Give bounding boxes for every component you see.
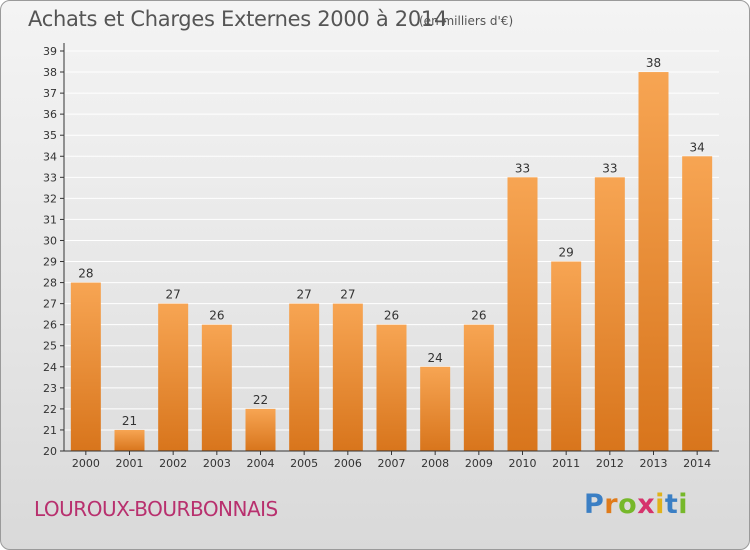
bar	[594, 177, 625, 451]
logo-letter: o	[618, 489, 638, 520]
y-tick-label: 35	[43, 129, 57, 142]
x-tick-label: 2014	[683, 457, 711, 470]
x-tick-label: 2003	[203, 457, 231, 470]
bar	[551, 261, 582, 451]
data-label: 29	[559, 246, 574, 260]
logo-letter: i	[678, 489, 689, 520]
y-tick-label: 23	[43, 382, 57, 395]
data-label: 21	[122, 414, 137, 428]
bar	[114, 429, 145, 451]
x-tick-label: 2008	[421, 457, 449, 470]
data-label: 33	[515, 161, 530, 175]
bar	[332, 303, 363, 451]
y-tick-label: 33	[43, 171, 57, 184]
bar	[376, 324, 407, 451]
logo-letter: x	[637, 489, 656, 520]
bar	[245, 408, 276, 451]
y-tick-label: 31	[43, 213, 57, 226]
y-tick-label: 37	[43, 87, 57, 100]
bar	[507, 177, 538, 451]
data-label: 28	[78, 267, 93, 281]
x-tick-label: 2006	[334, 457, 362, 470]
y-tick-label: 25	[43, 340, 57, 353]
chart-subtitle: (en milliers d'€)	[419, 14, 514, 28]
logo-letter: P	[584, 489, 605, 520]
y-tick-label: 32	[43, 192, 57, 205]
x-tick-label: 2007	[378, 457, 406, 470]
x-tick-label: 2013	[640, 457, 668, 470]
labels: 20 21 22 23 24 25 26 27 28 29 30 31 32 33 34 35 36 37 38 39…	[43, 45, 711, 470]
logo-letter: r	[604, 489, 619, 520]
axes	[60, 43, 719, 455]
bar	[420, 366, 451, 451]
data-label: 27	[340, 288, 355, 302]
logo-letter: t	[664, 489, 679, 520]
y-tick-label: 21	[43, 424, 57, 437]
data-label: 27	[166, 288, 181, 302]
bar	[201, 324, 232, 451]
y-tick-label: 22	[43, 403, 57, 416]
x-tick-label: 2001	[116, 457, 144, 470]
bar	[463, 324, 494, 451]
y-tick-label: 24	[43, 361, 57, 374]
data-label: 26	[384, 309, 399, 323]
x-tick-label: 2004	[247, 457, 275, 470]
y-tick-label: 36	[43, 108, 57, 121]
bar	[70, 282, 101, 451]
y-tick-label: 39	[43, 45, 57, 58]
data-label: 22	[253, 393, 268, 407]
y-tick-label: 20	[43, 445, 57, 458]
data-label: 26	[209, 309, 224, 323]
y-tick-label: 29	[43, 256, 57, 269]
bar	[682, 156, 713, 451]
data-label: 33	[602, 161, 617, 175]
y-tick-label: 30	[43, 234, 57, 247]
bar	[158, 303, 189, 451]
bars	[70, 72, 713, 451]
data-label: 27	[297, 288, 312, 302]
x-tick-label: 2000	[72, 457, 100, 470]
y-tick-label: 26	[43, 319, 57, 332]
y-tick-label: 27	[43, 298, 57, 311]
y-tick-label: 34	[43, 150, 57, 163]
bar	[638, 72, 669, 451]
data-label: 34	[690, 140, 705, 154]
y-tick-label: 28	[43, 277, 57, 290]
logo-letter: i	[655, 489, 665, 520]
data-label: 26	[471, 309, 486, 323]
x-tick-label: 2005	[290, 457, 318, 470]
y-tick-label: 38	[43, 66, 57, 79]
x-tick-label: 2010	[509, 457, 537, 470]
chart-title: Achats et Charges Externes 2000 à 2014	[28, 7, 448, 31]
data-label: 38	[646, 56, 661, 70]
proxiti-logo: Proxiti	[584, 489, 688, 520]
bar	[289, 303, 320, 451]
x-tick-label: 2002	[159, 457, 187, 470]
commune-name: LOUROUX-BOURBONNAIS	[34, 497, 278, 521]
x-tick-label: 2009	[465, 457, 493, 470]
x-tick-label: 2011	[552, 457, 580, 470]
data-label: 24	[428, 351, 443, 365]
x-tick-label: 2012	[596, 457, 624, 470]
